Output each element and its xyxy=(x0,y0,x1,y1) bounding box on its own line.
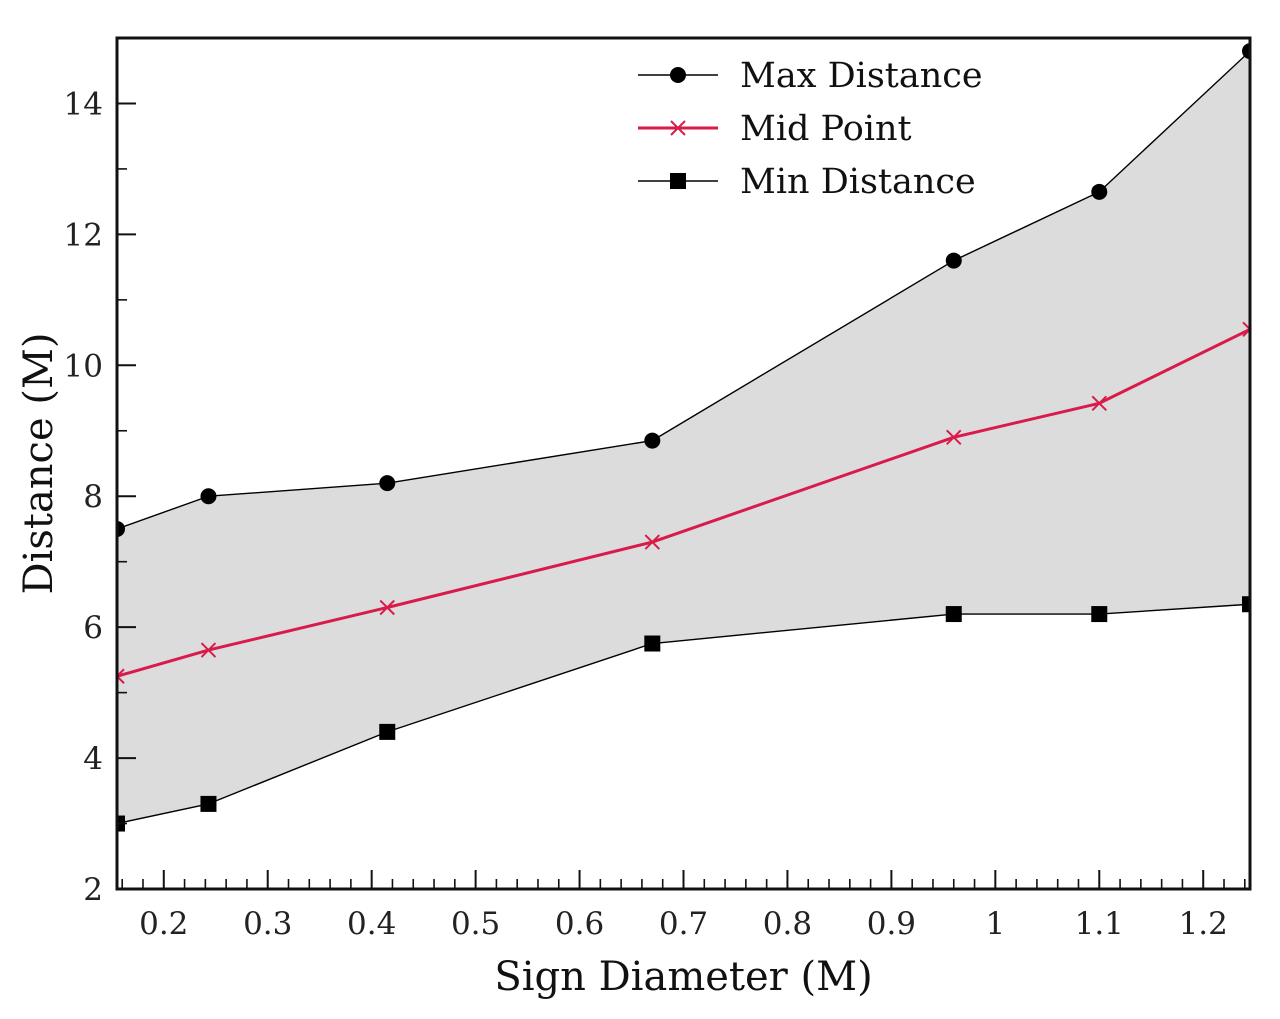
legend-marker-mid-point xyxy=(670,120,686,136)
y-axis-title: Distance (M) xyxy=(16,332,62,594)
legend-label-min-distance: Min Distance xyxy=(740,162,976,202)
axes: 0.2 0.3 0.4 0.5 0.6 0.7 0.8 0.9 1 1.1 1.2 2 4 6 8 10 12 1… xyxy=(64,36,1252,942)
max-distance-point-0 xyxy=(117,520,125,537)
x-tick-label-9: 1.1 xyxy=(1075,906,1124,942)
min-distance-point-2 xyxy=(379,723,396,740)
min-distance-point-4 xyxy=(945,606,962,623)
mid-point-point-5 xyxy=(1091,395,1107,411)
plot-inner xyxy=(117,43,1250,832)
plot-area xyxy=(117,43,1250,832)
x-axis-title: Sign Diameter (M) xyxy=(494,954,872,1000)
max-distance-point-5 xyxy=(1091,183,1108,200)
min-distance-point-3 xyxy=(644,635,661,652)
legend: Max Distance Mid Point Min Distance xyxy=(638,56,983,202)
min-distance-point-5 xyxy=(1091,606,1108,623)
max-distance-point-6 xyxy=(1242,43,1250,60)
y-tick-label-4: 10 xyxy=(64,348,103,384)
y-tick-label-5: 12 xyxy=(64,217,103,253)
mid-point-point-0 xyxy=(117,668,125,684)
y-tick-label-6: 14 xyxy=(64,86,103,122)
x-tick-label-8: 1 xyxy=(985,906,1005,942)
x-tick-label-1: 0.3 xyxy=(243,906,292,942)
x-tick-label-5: 0.7 xyxy=(659,906,708,942)
legend-marker-max-distance xyxy=(670,67,686,83)
max-distance-point-4 xyxy=(945,252,962,269)
max-distance-point-3 xyxy=(644,432,661,449)
legend-marker-min-distance xyxy=(670,173,686,189)
x-tick-label-0: 0.2 xyxy=(139,906,188,942)
shaded-band xyxy=(117,51,1250,824)
max-distance-point-2 xyxy=(379,475,396,492)
legend-label-mid-point: Mid Point xyxy=(740,109,912,149)
x-tick-label-2: 0.4 xyxy=(347,906,396,942)
y-tick-label-3: 8 xyxy=(83,479,103,515)
x-tick-label-7: 0.9 xyxy=(867,906,916,942)
y-tick-label-1: 4 xyxy=(83,741,103,777)
min-distance-point-6 xyxy=(1242,596,1250,613)
min-distance-point-1 xyxy=(200,795,217,812)
mid-point-point-3 xyxy=(644,534,661,550)
legend-label-max-distance: Max Distance xyxy=(740,56,983,96)
x-tick-label-4: 0.6 xyxy=(555,906,604,942)
x-tick-label-10: 1.2 xyxy=(1179,906,1228,942)
x-tick-label-3: 0.5 xyxy=(451,906,500,942)
mid-point-point-2 xyxy=(379,599,395,616)
x-tick-label-6: 0.8 xyxy=(763,906,812,942)
mid-point-point-1 xyxy=(200,642,217,658)
mid-point-point-4 xyxy=(946,429,962,446)
y-tick-label-2: 6 xyxy=(83,610,103,646)
max-distance-point-1 xyxy=(200,488,217,505)
y-tick-label-0: 2 xyxy=(83,872,103,908)
mid-point-point-6 xyxy=(1242,321,1250,338)
